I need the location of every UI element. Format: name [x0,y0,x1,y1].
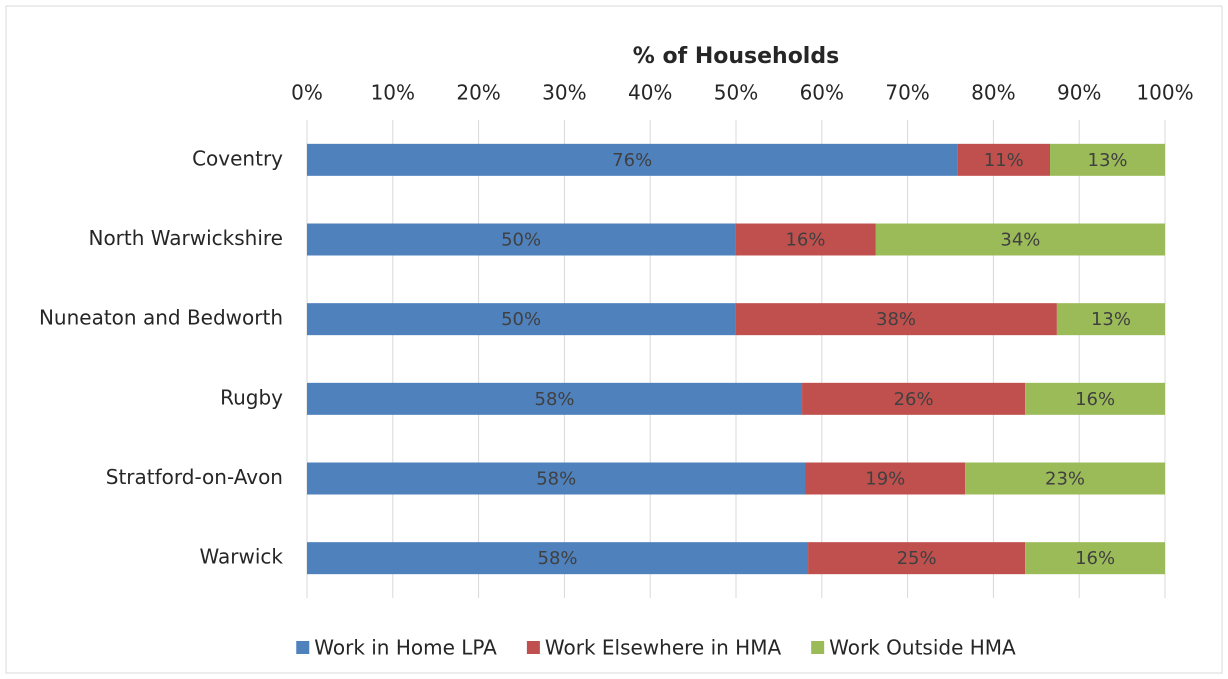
y-tick-label: Coventry [192,146,283,170]
data-label: 16% [1075,548,1115,569]
bar-segment [307,462,806,495]
bar-segment [735,223,876,256]
bar-segment [307,303,736,336]
bar-segment [1025,542,1165,575]
x-tick-label: 30% [542,81,586,105]
legend-label: Work Elsewhere in HMA [545,636,782,660]
data-label: 13% [1091,309,1131,330]
x-tick-label: 0% [291,81,323,105]
legend-label: Work in Home LPA [314,636,497,660]
y-tick-label: North Warwickshire [88,226,283,250]
y-tick-label: Nuneaton and Bedworth [39,306,283,330]
data-label: 50% [501,309,541,330]
legend-swatch [296,641,310,654]
data-label: 34% [1000,230,1040,251]
x-tick-label: 60% [800,81,844,105]
data-label: 16% [785,230,825,251]
data-label: 11% [984,150,1024,171]
bar-segment [875,223,1165,256]
bar-segment [1025,382,1165,415]
x-tick-label: 100% [1136,81,1193,105]
bar-segment [808,542,1026,575]
data-label: 25% [897,548,937,569]
bar-segment [957,143,1051,176]
data-label: 16% [1075,389,1115,410]
bar-segment [1056,303,1165,336]
data-label: 50% [501,230,541,251]
y-tick-label: Stratford-on-Avon [106,465,283,489]
data-label: 26% [894,389,934,410]
data-label: 38% [876,309,916,330]
bar-segment [307,223,736,256]
bar-segment [307,143,958,176]
data-label: 76% [612,150,652,171]
data-label: 58% [538,548,578,569]
legend-swatch [811,641,825,654]
x-tick-label: 80% [971,81,1015,105]
chart-title: % of Households [633,44,839,69]
bar-segment [805,462,966,495]
x-tick-label: 90% [1057,81,1101,105]
data-label: 58% [536,469,576,490]
data-label: 19% [865,469,905,490]
x-tick-label: 10% [371,81,415,105]
bar-segment [965,462,1165,495]
legend-swatch [526,641,540,654]
x-tick-label: 50% [714,81,758,105]
data-label: 58% [535,389,575,410]
bar-segment [307,542,809,575]
y-tick-label: Rugby [220,385,283,409]
bar-segment [1050,143,1165,176]
bar-segment [307,382,803,415]
x-tick-label: 20% [456,81,500,105]
x-tick-label: 70% [885,81,929,105]
y-tick-label: Warwick [200,545,284,569]
data-label: 13% [1088,150,1128,171]
legend-label: Work Outside HMA [829,636,1016,660]
data-label: 23% [1045,469,1085,490]
bar-segment [802,382,1026,415]
bar-segment [735,303,1057,336]
x-tick-label: 40% [628,81,672,105]
